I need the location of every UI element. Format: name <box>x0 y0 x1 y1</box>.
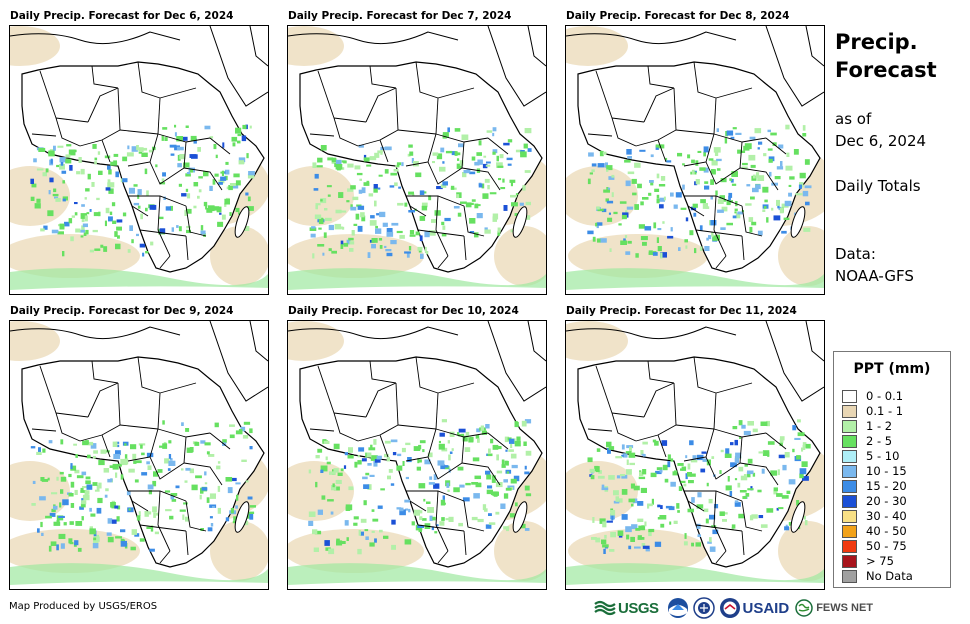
legend-swatch <box>842 494 857 508</box>
legend-swatch <box>842 524 857 538</box>
usaid-seal-icon <box>719 598 740 618</box>
panel-title-2: Daily Precip. Forecast for Dec 7, 2024 <box>288 10 512 22</box>
legend-swatch <box>842 554 857 568</box>
map-panel-dec-10 <box>287 320 547 590</box>
legend-row: 0 - 0.1 <box>842 389 903 403</box>
legend-swatch <box>842 419 857 433</box>
fews-globe-icon <box>795 599 813 617</box>
noaa-logo-icon <box>667 598 688 618</box>
side-title-line1: Precip. <box>835 30 918 54</box>
map-panel-dec-9 <box>9 320 269 590</box>
legend-swatch <box>842 479 857 493</box>
legend-row: 20 - 30 <box>842 494 907 508</box>
map-panel-dec-7 <box>287 25 547 295</box>
legend-label: 1 - 2 <box>866 419 893 433</box>
legend-row: > 75 <box>842 554 894 568</box>
nasa-seal-icon <box>692 597 715 619</box>
as-of-date: Dec 6, 2024 <box>835 132 927 150</box>
legend-row: 15 - 20 <box>842 479 907 493</box>
legend-label: 5 - 10 <box>866 449 900 463</box>
daily-totals-label: Daily Totals <box>835 177 921 195</box>
map-panel-dec-8 <box>565 25 825 295</box>
legend-row: 5 - 10 <box>842 449 899 463</box>
panel-title-6: Daily Precip. Forecast for Dec 11, 2024 <box>566 305 797 317</box>
legend-swatch <box>842 389 857 403</box>
legend-row: 50 - 75 <box>842 539 907 553</box>
legend-row: 2 - 5 <box>842 434 892 448</box>
legend-label: 40 - 50 <box>866 524 907 538</box>
map-credit: Map Produced by USGS/EROS <box>9 601 158 612</box>
legend-label: 0.1 - 1 <box>866 404 904 418</box>
legend-row: 40 - 50 <box>842 524 907 538</box>
legend-swatch <box>842 434 857 448</box>
africa-map-graphic <box>10 321 268 585</box>
data-source-line2: NOAA-GFS <box>835 267 914 285</box>
legend-swatch <box>842 539 857 553</box>
legend-label: 50 - 75 <box>866 539 907 553</box>
map-panel-dec-6 <box>9 25 269 295</box>
usgs-wave-icon <box>594 600 616 616</box>
fews-net-logo: FEWS NET <box>816 602 874 614</box>
africa-map-graphic <box>288 321 546 585</box>
legend-swatch <box>842 509 857 523</box>
data-source-line1: Data: <box>835 245 876 263</box>
legend-swatch <box>842 449 857 463</box>
legend-swatch <box>842 569 857 583</box>
legend-title: PPT (mm) <box>853 361 931 377</box>
legend-label: 15 - 20 <box>866 479 907 493</box>
data-source-label: Data: NOAA-GFS <box>835 243 914 287</box>
legend-label: > 75 <box>866 554 894 568</box>
legend-label: No Data <box>866 569 913 583</box>
panel-title-4: Daily Precip. Forecast for Dec 9, 2024 <box>10 305 234 317</box>
legend-label: 30 - 40 <box>866 509 907 523</box>
partner-logos: USGS USAID FEWS NET <box>594 596 873 620</box>
legend-row: 1 - 2 <box>842 419 892 433</box>
africa-map-graphic <box>10 26 268 290</box>
as-of-line1: as of <box>835 110 872 128</box>
side-title-line2: Forecast <box>835 58 937 82</box>
legend-swatch <box>842 404 857 418</box>
legend-row: 10 - 15 <box>842 464 907 478</box>
africa-map-graphic <box>288 26 546 290</box>
legend-row: No Data <box>842 569 913 583</box>
usaid-logo: USAID <box>742 599 790 617</box>
legend-label: 20 - 30 <box>866 494 907 508</box>
legend-row: 0.1 - 1 <box>842 404 903 418</box>
side-title: Precip. Forecast <box>835 28 937 84</box>
map-panel-dec-11 <box>565 320 825 590</box>
legend-label: 2 - 5 <box>866 434 893 448</box>
africa-map-graphic <box>566 321 824 585</box>
panel-title-1: Daily Precip. Forecast for Dec 6, 2024 <box>10 10 234 22</box>
legend-swatch <box>842 464 857 478</box>
legend-label: 0 - 0.1 <box>866 389 904 403</box>
panel-title-3: Daily Precip. Forecast for Dec 8, 2024 <box>566 10 790 22</box>
africa-map-graphic <box>566 26 824 290</box>
legend-row: 30 - 40 <box>842 509 907 523</box>
as-of-label: as of Dec 6, 2024 <box>835 108 926 152</box>
legend-label: 10 - 15 <box>866 464 907 478</box>
panel-title-5: Daily Precip. Forecast for Dec 10, 2024 <box>288 305 519 317</box>
usgs-logo: USGS <box>618 599 659 617</box>
